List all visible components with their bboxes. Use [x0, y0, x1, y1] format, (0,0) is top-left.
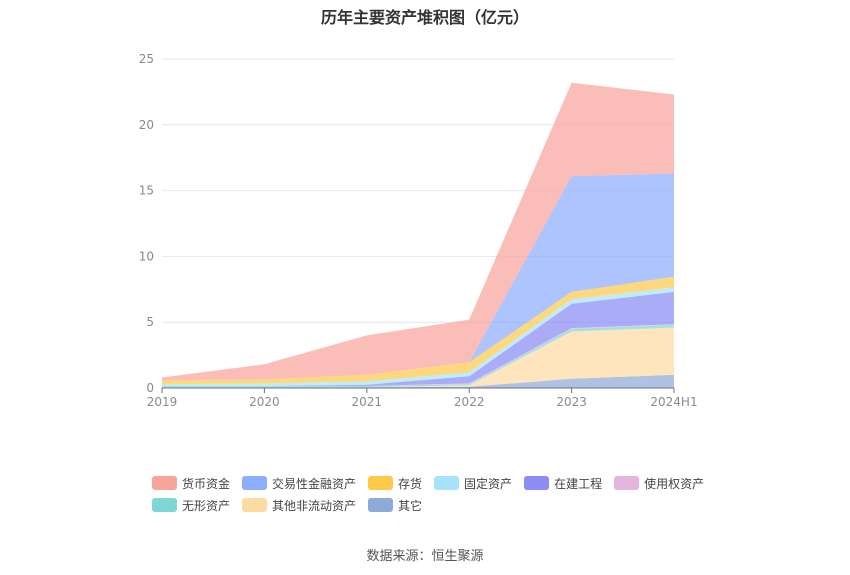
x-tick-label: 2022: [454, 395, 485, 409]
x-axis: [161, 387, 675, 393]
legend-swatch: [614, 476, 640, 490]
legend-label: 固定资产: [464, 476, 513, 491]
y-tick-label: 20: [139, 118, 154, 132]
legend-item[interactable]: 交易性金融资产: [242, 475, 356, 492]
legend-label: 交易性金融资产: [272, 476, 357, 491]
area-series-7: [162, 173, 674, 381]
legend-swatch: [368, 476, 394, 490]
legend-item[interactable]: 无形资产: [152, 497, 230, 514]
legend-row: 无形资产 其他非流动资产 其它: [152, 494, 732, 516]
legend-item[interactable]: 其它: [368, 497, 422, 514]
x-tick-label: 2023: [556, 395, 587, 409]
legend-row: 货币资金 交易性金融资产 存货 固定资产 在建工程 使用权资产: [152, 472, 732, 494]
legend-swatch: [152, 476, 177, 490]
legend-swatch: [242, 476, 268, 490]
area-series-1: [162, 327, 674, 388]
legend-swatch: [368, 498, 394, 512]
data-source-note: 数据来源：恒生聚源: [366, 549, 484, 564]
legend-item[interactable]: 固定资产: [434, 475, 512, 492]
area-series-6: [162, 276, 674, 385]
y-tick-label: 0: [146, 381, 154, 395]
legend-label: 无形资产: [182, 498, 231, 513]
y-tick-label: 10: [139, 249, 154, 263]
y-axis-tick-labels: 0 5 10 15 20 25: [139, 52, 154, 395]
area-series-4: [162, 291, 674, 386]
legend-swatch: [152, 498, 177, 512]
legend-item[interactable]: 在建工程: [524, 475, 602, 492]
legend-label: 其它: [398, 498, 423, 513]
legend-label: 在建工程: [554, 476, 603, 491]
legend-label: 其他非流动资产: [272, 498, 357, 513]
area-series-8: [162, 82, 674, 381]
legend-item[interactable]: 使用权资产: [614, 475, 704, 492]
legend-swatch: [434, 476, 460, 490]
legend-swatch: [242, 498, 268, 512]
area-series-5: [162, 287, 674, 386]
area-series-layer: [162, 82, 674, 388]
y-tick-label: 15: [139, 184, 154, 198]
y-tick-label: 5: [146, 315, 154, 329]
legend-item[interactable]: 其他非流动资产: [242, 497, 356, 514]
area-series-0: [162, 374, 674, 388]
x-tick-label: 2021: [352, 395, 383, 409]
chart-title: 历年主要资产堆积图（亿元）: [320, 8, 529, 27]
legend: 货币资金 交易性金融资产 存货 固定资产 在建工程 使用权资产无形资产 其他非流动资产 其它: [152, 472, 732, 516]
x-axis-tick-labels: 2019 2020 2021 2022 2023 2024H1: [147, 395, 698, 409]
legend-label: 存货: [398, 476, 423, 491]
x-tick-label: 2019: [147, 395, 178, 409]
x-tick-label: 2020: [249, 395, 280, 409]
legend-swatch: [524, 476, 550, 490]
legend-label: 使用权资产: [644, 476, 705, 491]
x-tick-label: 2024H1: [650, 395, 697, 409]
legend-label: 货币资金: [182, 476, 231, 491]
y-tick-label: 25: [139, 52, 154, 66]
legend-item[interactable]: 货币资金: [152, 475, 230, 492]
stacked-area-plot: 0 5 10 15 20 25 2019 2020 2021 2022 2023 2024H1: [139, 52, 698, 409]
legend-item[interactable]: 存货: [368, 475, 422, 492]
